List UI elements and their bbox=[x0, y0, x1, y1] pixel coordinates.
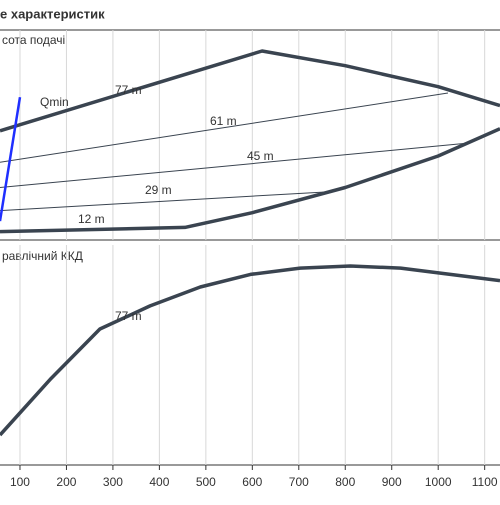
curve-label: 77 m bbox=[115, 83, 142, 97]
curve bbox=[0, 142, 466, 188]
chart-title: е характеристик bbox=[0, 6, 105, 21]
x-tick-label: 400 bbox=[149, 475, 169, 489]
x-tick-label: 1100 bbox=[472, 475, 498, 489]
x-tick-label: 1000 bbox=[425, 475, 452, 489]
curve-label: 61 m bbox=[210, 114, 237, 128]
x-tick-label: 700 bbox=[289, 475, 309, 489]
x-tick-label: 600 bbox=[242, 475, 262, 489]
y-axis-label: равлічний ККД bbox=[2, 249, 83, 263]
x-tick-label: 100 bbox=[10, 475, 30, 489]
curve bbox=[0, 191, 330, 212]
x-tick-label: 800 bbox=[335, 475, 355, 489]
curve-label: 45 m bbox=[247, 149, 274, 163]
x-tick-label: 300 bbox=[103, 475, 123, 489]
curve-label: 12 m bbox=[78, 212, 105, 226]
y-axis-label: сота подачі bbox=[2, 33, 65, 47]
curve bbox=[0, 264, 500, 437]
x-tick-label: 500 bbox=[196, 475, 216, 489]
curve bbox=[0, 127, 500, 234]
curve-label: 77 m bbox=[115, 309, 142, 323]
curve bbox=[0, 97, 22, 222]
x-tick-label: 900 bbox=[382, 475, 402, 489]
curve bbox=[0, 49, 500, 133]
x-tick-label: 200 bbox=[56, 475, 76, 489]
curve-label: Qmin bbox=[40, 95, 69, 109]
curve-label: 29 m bbox=[145, 183, 172, 197]
curve bbox=[0, 92, 449, 163]
